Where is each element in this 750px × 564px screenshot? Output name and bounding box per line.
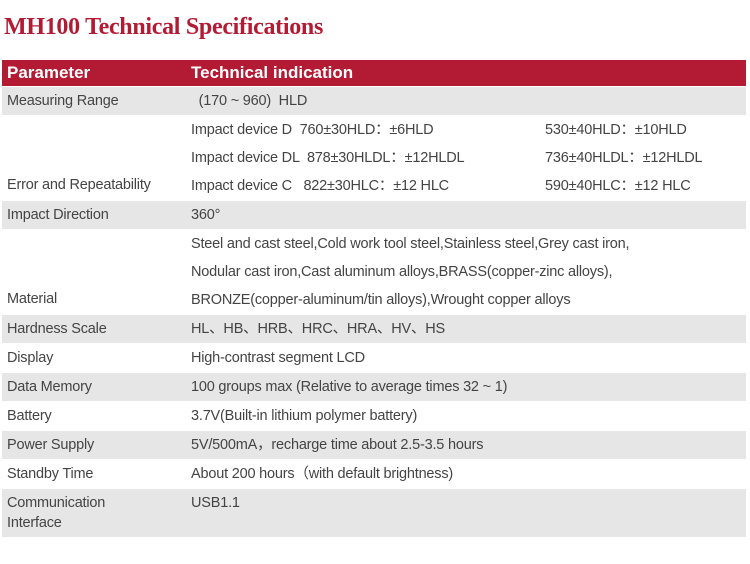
row-label: Data Memory bbox=[7, 378, 92, 395]
row-value: Steel and cast steel,Cold work tool stee… bbox=[191, 236, 630, 252]
header-indication: Technical indication bbox=[191, 63, 354, 82]
row-value: 3.7V(Built-in lithium polymer battery) bbox=[191, 408, 418, 424]
page-title: MH100 Technical Specifications bbox=[4, 14, 324, 40]
row-label: Communication Interface bbox=[7, 495, 106, 531]
row-value: (170 ~ 960) HLD bbox=[191, 93, 308, 109]
row-value: 360° bbox=[191, 207, 221, 223]
row-value: Impact device DL 878±30HLDL：±12HLDL bbox=[191, 150, 465, 166]
row-value: Impact device D 760±30HLD：±6HLD bbox=[191, 122, 434, 138]
row-value: 530±40HLD：±10HLD bbox=[545, 122, 687, 138]
header-parameter: Parameter bbox=[7, 63, 91, 82]
row-value: 736±40HLDL：±12HLDL bbox=[545, 150, 703, 166]
table-row: Communication Interface USB1.1 bbox=[2, 488, 746, 537]
row-value: HL、HB、HRB、HRC、HRA、HV、HS bbox=[191, 321, 446, 337]
table-row: Hardness Scale HL、HB、HRB、HRC、HRA、HV、HS bbox=[2, 314, 746, 343]
row-value: High-contrast segment LCD bbox=[191, 350, 365, 366]
row-label: Power Supply bbox=[7, 436, 95, 453]
row-label: Hardness Scale bbox=[7, 320, 107, 337]
row-label: Material bbox=[7, 291, 57, 307]
row-value: BRONZE(copper-aluminum/tin alloys),Wroug… bbox=[191, 292, 571, 308]
row-value: 100 groups max (Relative to average time… bbox=[191, 379, 508, 395]
table-row: Error and Repeatability Impact device D … bbox=[2, 115, 746, 200]
table-row: Measuring Range (170 ~ 960) HLD bbox=[2, 86, 746, 115]
table-row: Display High-contrast segment LCD bbox=[2, 343, 746, 372]
row-value: Impact device C 822±30HLC：±12 HLC bbox=[191, 178, 449, 194]
row-label: Impact Direction bbox=[7, 206, 109, 223]
table-row: Power Supply 5V/500mA，recharge time abou… bbox=[2, 430, 746, 459]
row-label: Display bbox=[7, 349, 54, 366]
row-label: Standby Time bbox=[7, 465, 94, 482]
row-value: Nodular cast iron,Cast aluminum alloys,B… bbox=[191, 264, 613, 280]
table-row: Material Steel and cast steel,Cold work … bbox=[2, 229, 746, 314]
row-value: USB1.1 bbox=[191, 495, 240, 511]
row-value: 5V/500mA，recharge time about 2.5-3.5 hou… bbox=[191, 437, 484, 453]
row-label: Error and Repeatability bbox=[7, 177, 151, 193]
table-row: Impact Direction 360° bbox=[2, 200, 746, 229]
table-row: Battery 3.7V(Built-in lithium polymer ba… bbox=[2, 401, 746, 430]
spec-table: Parameter Technical indication Measuring… bbox=[2, 60, 746, 537]
row-label: Battery bbox=[7, 407, 52, 424]
row-value: 590±40HLC：±12 HLC bbox=[545, 178, 691, 194]
row-label: Measuring Range bbox=[7, 92, 119, 109]
table-header: Parameter Technical indication bbox=[2, 60, 746, 86]
table-row: Data Memory 100 groups max (Relative to … bbox=[2, 372, 746, 401]
row-value: About 200 hours（with default brightness) bbox=[191, 466, 454, 482]
table-row: Standby Time About 200 hours（with defaul… bbox=[2, 459, 746, 488]
